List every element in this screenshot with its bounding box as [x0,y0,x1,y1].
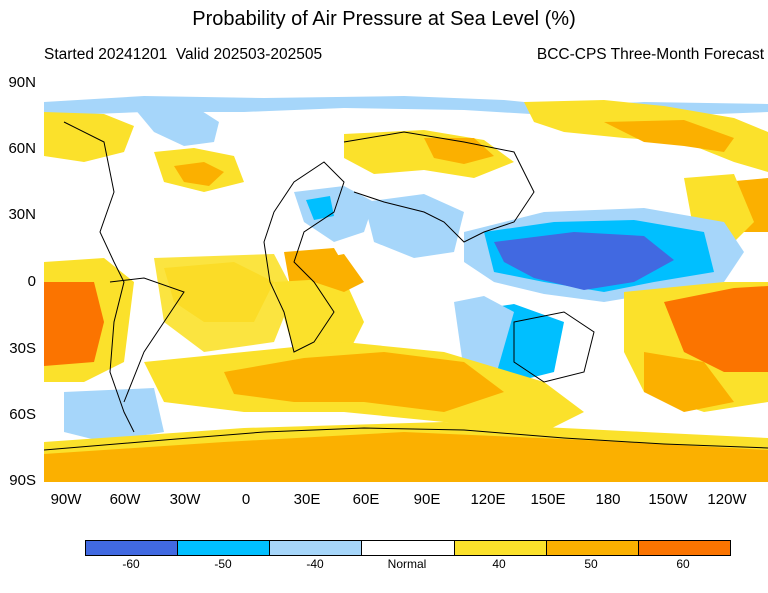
south-atlantic-light-blue [64,388,164,442]
colorbar-segment [361,541,454,555]
africa-yellow [274,278,364,362]
colorbar-label: -40 [306,557,324,571]
lon-label-30e: 30E [293,491,321,508]
coastline-south-america [109,277,185,403]
antarctic-orange [44,432,768,482]
lon-label-30w: 30W [169,491,201,508]
coastline-americas [63,121,135,433]
east-asia-orange [604,120,734,152]
colorbar-label: 40 [492,557,506,571]
east-pacific-orange [44,282,104,366]
colorbar [85,540,731,556]
colorbar-segment [453,541,546,555]
south-pacific-orange [664,286,768,372]
east-africa-orange [304,254,364,292]
south-pacific-mid-orange [644,352,734,412]
lat-label-90s: 90S [9,472,36,489]
lon-label-120w: 120W [707,491,747,508]
colorbar-label: Normal [387,557,427,571]
colorbar-segment [545,541,638,555]
lon-label-60w: 60W [109,491,141,508]
lat-label-30n: 30N [8,206,36,223]
map-title: Probability of Air Pressure at Sea Level… [192,8,576,30]
forecast-period: Started 20241201 Valid 202503-202505 [44,46,323,63]
colorbar-label: -60 [122,557,140,571]
lon-label-90w: 90W [50,491,82,508]
colorbar-label: 50 [584,557,598,571]
lat-label-60s: 60S [9,406,36,423]
lat-label-60n: 60N [8,140,36,157]
lon-label-150w: 150W [648,491,688,508]
southern-ocean-orange [224,352,504,412]
colorbar-label: -50 [214,557,232,571]
colorbar-label: 60 [676,557,690,571]
lon-label-180: 180 [595,491,621,508]
lon-label-0: 0 [241,491,251,508]
north-pacific-yellow [44,112,134,162]
middle-east-blue [306,196,334,220]
coastline-australia [513,311,595,383]
lat-label-0: 0 [27,273,36,290]
coastline-europe-africa [263,161,345,353]
lon-label-150e: 150E [530,491,566,508]
coastline-asia [343,131,535,243]
lon-label-120e: 120E [470,491,506,508]
colorbar-segment [269,541,362,555]
colorbar-segment [86,541,178,555]
lon-label-60e: 60E [352,491,380,508]
lat-label-30s: 30S [9,340,36,357]
atlantic-yellow [154,254,294,352]
south-asia-light-blue [364,194,464,258]
colorbar-segment [637,541,730,555]
coastline-antarctica [44,427,768,451]
lat-label-90n: 90N [8,74,36,91]
probability-map [44,82,768,482]
forecast-source: BCC-CPS Three-Month Forecast [536,46,764,63]
north-america-orange [174,162,224,186]
lon-label-90e: 90E [413,491,441,508]
greenland-light-blue [134,106,219,146]
western-pacific-deep-blue [494,232,674,290]
colorbar-segment [177,541,270,555]
